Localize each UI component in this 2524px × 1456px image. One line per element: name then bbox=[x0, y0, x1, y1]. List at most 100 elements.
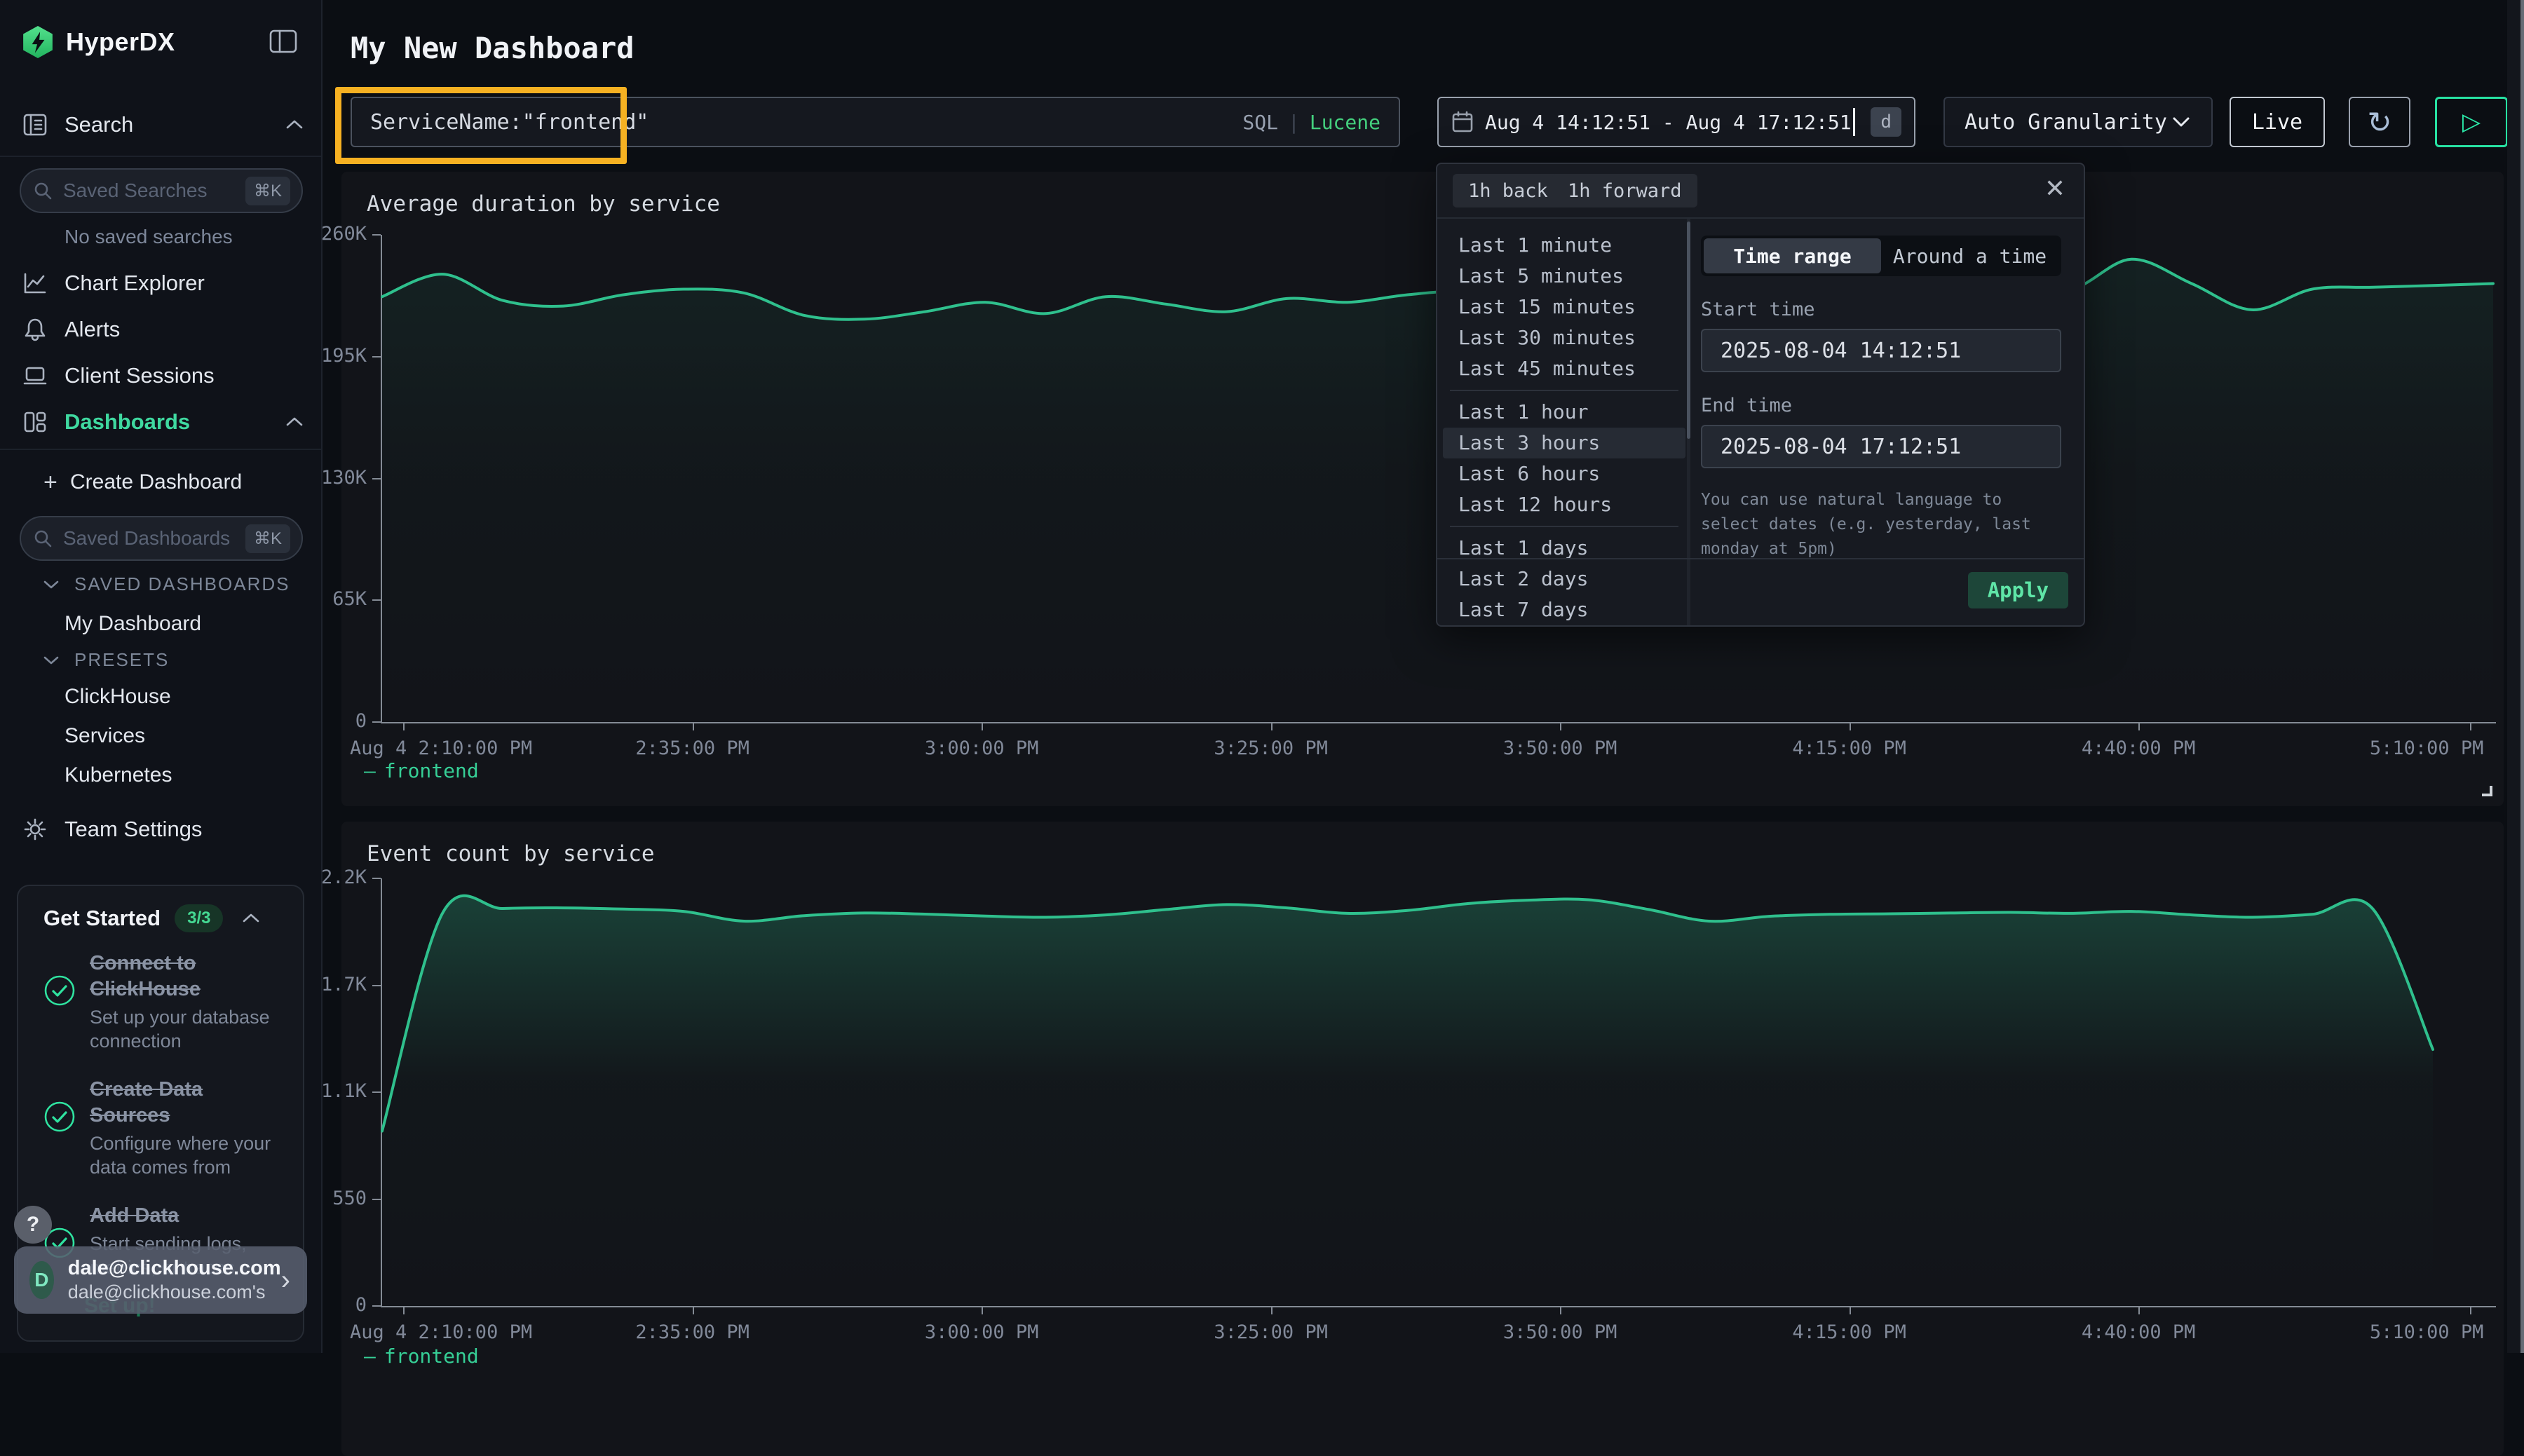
y-tick-mark bbox=[372, 1091, 381, 1093]
sidebar-preset-item[interactable]: Services bbox=[65, 724, 146, 747]
granularity-select[interactable]: Auto Granularity bbox=[1943, 97, 2213, 147]
get-started-step[interactable]: Connect to ClickHouse Set up your databa… bbox=[43, 951, 285, 1053]
x-tick-label: 3:25:00 PM bbox=[1214, 1321, 1328, 1343]
sidebar-dashboard-item[interactable]: My Dashboard bbox=[65, 612, 202, 635]
help-button[interactable]: ? bbox=[14, 1206, 52, 1244]
saved-searches-input[interactable]: Saved Searches ⌘K bbox=[20, 168, 303, 213]
saved-dashboards-input[interactable]: Saved Dashboards ⌘K bbox=[20, 516, 303, 561]
run-query-button[interactable]: ▷ bbox=[2435, 97, 2508, 147]
chart-legend[interactable]: — frontend bbox=[364, 759, 479, 782]
chart-line-svg bbox=[381, 894, 2434, 1306]
chevron-up-icon[interactable] bbox=[241, 912, 261, 925]
get-started-title: Get Started bbox=[43, 906, 161, 930]
x-tick-mark bbox=[692, 722, 694, 730]
end-time-input[interactable]: 2025-08-04 17:12:51 bbox=[1701, 425, 2061, 468]
get-started-step[interactable]: Create Data Sources Configure where your… bbox=[43, 1077, 285, 1179]
x-tick-label: 4:15:00 PM bbox=[1792, 737, 1906, 759]
step-title: Connect to ClickHouse bbox=[90, 952, 201, 1000]
x-tick-mark bbox=[403, 1306, 405, 1314]
sidebar-preset-item[interactable]: ClickHouse bbox=[65, 685, 171, 708]
chart-legend[interactable]: — frontend bbox=[364, 1345, 479, 1368]
y-tick-mark bbox=[372, 878, 381, 879]
step-description: Configure where your data comes from bbox=[90, 1133, 271, 1178]
x-tick-mark bbox=[692, 1306, 694, 1314]
saved-dashboards-section-header[interactable]: SAVED DASHBOARDS bbox=[42, 573, 290, 595]
sidebar-item-alerts[interactable]: Alerts bbox=[0, 310, 323, 349]
y-tick-label: 1.7K bbox=[320, 973, 367, 995]
sidebar-item-search[interactable]: Search bbox=[0, 105, 323, 144]
chevron-up-icon[interactable] bbox=[285, 416, 304, 428]
time-range-option[interactable]: Last 6 hours bbox=[1458, 462, 1601, 485]
time-range-option[interactable]: Last 5 minutes bbox=[1458, 264, 1624, 287]
x-tick-mark bbox=[403, 722, 405, 730]
close-icon[interactable]: ✕ bbox=[2044, 174, 2065, 203]
search-filter-input[interactable]: ServiceName:"frontend" SQL | Lucene bbox=[351, 97, 1400, 147]
sidebar-item-chart-explorer[interactable]: Chart Explorer bbox=[0, 264, 323, 303]
tab-around-a-time[interactable]: Around a time bbox=[1892, 244, 2047, 268]
y-tick-mark bbox=[372, 599, 381, 601]
shift-forward-button[interactable]: 1h forward bbox=[1552, 174, 1697, 207]
time-range-option[interactable]: Last 7 days bbox=[1458, 598, 1589, 621]
x-tick-label: 3:50:00 PM bbox=[1502, 737, 1617, 759]
x-tick-label: 5:10:00 PM bbox=[2369, 737, 2484, 759]
collapse-sidebar-icon[interactable] bbox=[268, 28, 299, 55]
time-range-option[interactable]: Last 12 hours bbox=[1458, 493, 1613, 516]
x-tick-mark bbox=[2138, 1306, 2140, 1314]
time-range-option[interactable]: Last 1 days bbox=[1458, 536, 1589, 559]
y-tick-mark bbox=[372, 1198, 381, 1200]
sidebar-item-client-sessions[interactable]: Client Sessions bbox=[0, 356, 323, 395]
y-tick-mark bbox=[372, 984, 381, 986]
sidebar-item-label: Dashboards bbox=[65, 409, 191, 434]
time-range-option[interactable]: Last 3 hours bbox=[1443, 428, 1685, 458]
apply-button[interactable]: Apply bbox=[1967, 572, 2068, 608]
x-tick-mark bbox=[2469, 722, 2471, 730]
presets-section-header[interactable]: PRESETS bbox=[42, 649, 169, 671]
quick-group-hours: Last 1 hour Last 3 hours Last 6 hours Last … bbox=[1443, 397, 1685, 520]
time-range-input[interactable]: Aug 4 14:12:51 - Aug 4 17:12:51 d bbox=[1437, 97, 1915, 147]
lucene-toggle[interactable]: Lucene bbox=[1309, 110, 1380, 134]
start-time-input[interactable]: 2025-08-04 14:12:51 bbox=[1701, 329, 2061, 372]
divider bbox=[1437, 558, 2084, 559]
search-section-icon bbox=[21, 111, 49, 138]
divider bbox=[1437, 217, 2084, 219]
time-range-option[interactable]: Last 15 minutes bbox=[1458, 295, 1636, 318]
sql-toggle[interactable]: SQL bbox=[1242, 110, 1278, 134]
sidebar-item-dashboards[interactable]: Dashboards bbox=[0, 402, 323, 442]
user-account-chip[interactable]: D dale@clickhouse.com dale@clickhouse.co… bbox=[14, 1246, 307, 1314]
window-scrollbar[interactable] bbox=[2520, 0, 2524, 1353]
chevron-up-icon[interactable] bbox=[285, 118, 304, 131]
time-picker-tabs: Time range Around a time bbox=[1701, 236, 2061, 276]
x-tick-mark bbox=[1849, 1306, 1851, 1314]
x-tick-label: 2:35:00 PM bbox=[635, 737, 749, 759]
time-range-option[interactable]: Last 45 minutes bbox=[1458, 357, 1636, 380]
section-label: PRESETS bbox=[74, 649, 170, 670]
tab-time-range[interactable]: Time range bbox=[1704, 238, 1881, 273]
create-dashboard-button[interactable]: + Create Dashboard bbox=[0, 463, 323, 502]
sidebar-item-label: Chart Explorer bbox=[65, 271, 205, 295]
divider bbox=[1450, 390, 1678, 391]
time-range-option[interactable]: Last 30 minutes bbox=[1458, 326, 1636, 349]
avatar: D bbox=[29, 1261, 54, 1299]
gear-icon bbox=[21, 816, 49, 843]
get-started-progress-badge: 3/3 bbox=[175, 904, 224, 932]
time-range-option[interactable]: Last 1 hour bbox=[1458, 400, 1589, 423]
panel-resize-handle[interactable] bbox=[2482, 786, 2492, 796]
live-button[interactable]: Live bbox=[2230, 97, 2325, 147]
x-tick-mark bbox=[1270, 1306, 1273, 1314]
time-range-option[interactable]: Last 2 days bbox=[1458, 567, 1589, 590]
check-circle-icon bbox=[43, 974, 76, 1053]
sidebar: HyperDX Search Saved Searches ⌘K No save… bbox=[0, 0, 323, 1353]
chart-explorer-icon bbox=[21, 270, 49, 297]
granularity-value: Auto Granularity bbox=[1965, 109, 2167, 135]
time-range-option[interactable]: Last 1 minute bbox=[1458, 233, 1613, 257]
text-cursor bbox=[1852, 108, 1855, 136]
shift-back-button[interactable]: 1h back bbox=[1453, 174, 1563, 207]
sidebar-item-team-settings[interactable]: Team Settings bbox=[0, 810, 323, 849]
scrollbar-thumb[interactable] bbox=[1687, 222, 1690, 439]
step-title: Add Data bbox=[90, 1204, 179, 1227]
y-tick-label: 2.2K bbox=[320, 866, 367, 888]
refresh-button[interactable]: ↻ bbox=[2349, 97, 2410, 147]
y-tick-label: 0 bbox=[355, 1294, 367, 1316]
annotation-highlight-box bbox=[335, 87, 627, 164]
sidebar-preset-item[interactable]: Kubernetes bbox=[65, 763, 172, 787]
